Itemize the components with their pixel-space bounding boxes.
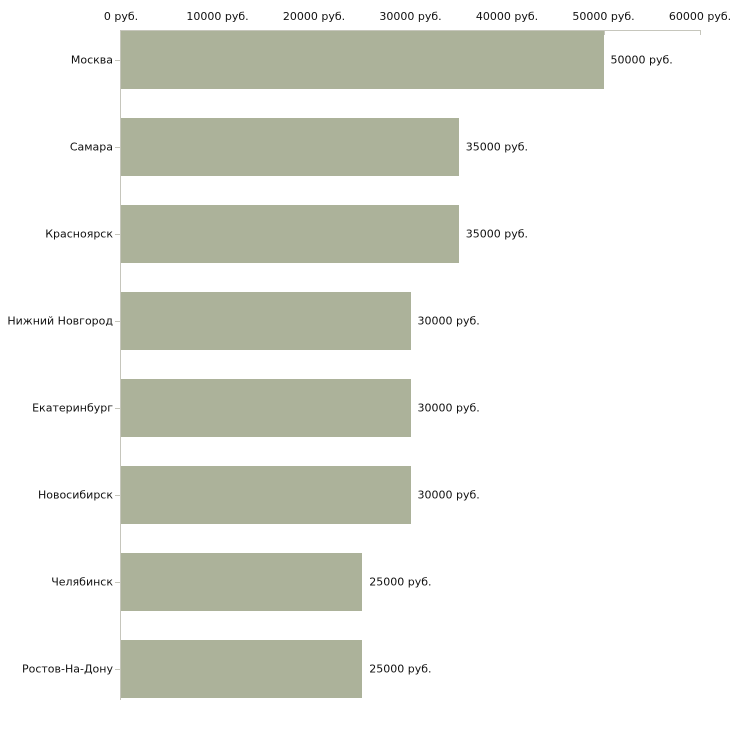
category-label: Екатеринбург xyxy=(32,401,113,415)
category-label: Самара xyxy=(69,140,113,154)
bar xyxy=(121,292,411,350)
category-label: Ростов-На-Дону xyxy=(21,662,113,676)
bar xyxy=(121,31,604,89)
category-label: Челябинск xyxy=(51,575,113,589)
category-label: Красноярск xyxy=(45,227,113,241)
bar xyxy=(121,640,363,698)
y-axis-tick-mark xyxy=(115,408,120,409)
x-axis-tick-label: 10000 руб. xyxy=(186,10,249,23)
y-axis-tick-mark xyxy=(115,234,120,235)
bar xyxy=(121,466,411,524)
bar xyxy=(121,553,363,611)
x-axis-tick-label: 30000 руб. xyxy=(379,10,442,23)
category-label: Москва xyxy=(70,53,113,67)
value-label: 30000 руб. xyxy=(417,488,480,502)
x-axis-line xyxy=(121,30,701,31)
category-label: Новосибирск xyxy=(37,488,113,502)
value-label: 25000 руб. xyxy=(369,575,432,589)
y-axis-tick-mark xyxy=(115,495,120,496)
y-axis-tick-mark xyxy=(115,321,120,322)
y-axis-tick-mark xyxy=(115,147,120,148)
bar xyxy=(121,118,459,176)
x-axis-tick-mark xyxy=(700,31,701,35)
value-label: 50000 руб. xyxy=(610,53,673,67)
x-axis-tick-label: 40000 руб. xyxy=(475,10,539,23)
x-axis-tick-label: 50000 руб. xyxy=(572,10,635,23)
category-label: Нижний Новгород xyxy=(7,314,113,328)
bar xyxy=(121,379,411,437)
value-label: 35000 руб. xyxy=(465,140,529,154)
bar xyxy=(121,205,459,263)
y-axis-tick-mark xyxy=(115,669,120,670)
x-axis-tick-label: 60000 руб. xyxy=(668,10,730,23)
x-axis-tick-label: 20000 руб. xyxy=(282,10,346,23)
y-axis-tick-mark xyxy=(115,60,120,61)
y-axis-line xyxy=(120,30,121,700)
value-label: 30000 руб. xyxy=(417,401,480,415)
value-label: 35000 руб. xyxy=(465,227,529,241)
x-axis-tick-mark xyxy=(603,31,605,35)
value-label: 25000 руб. xyxy=(369,662,432,676)
x-axis-tick-label: 0 руб. xyxy=(103,10,139,23)
value-label: 30000 руб. xyxy=(417,314,480,328)
y-axis-tick-mark xyxy=(115,582,120,583)
